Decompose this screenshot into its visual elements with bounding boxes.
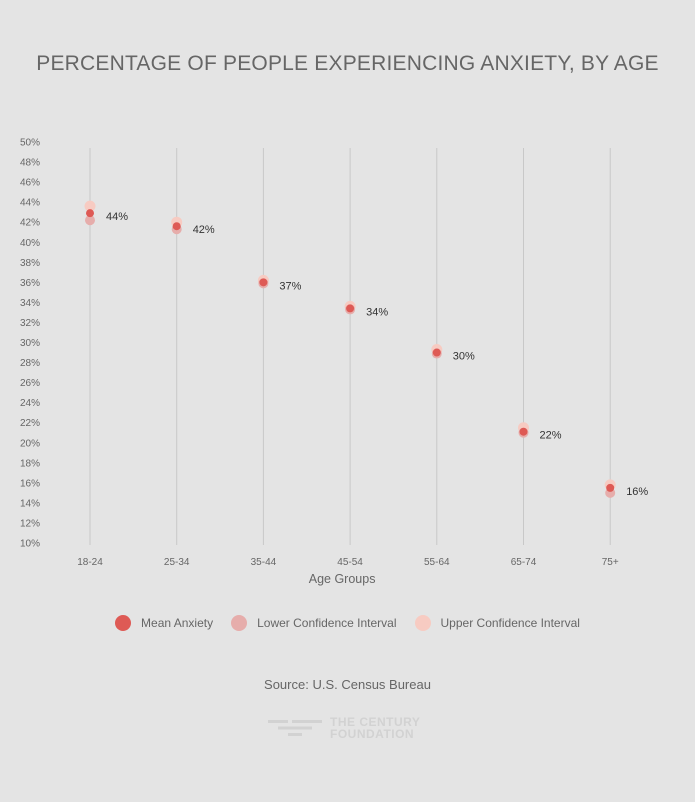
data-label: 37%: [279, 280, 301, 292]
y-tick-label: 10%: [20, 539, 40, 550]
chart-plot: 10% 12% 14% 16% 18% 20% 22% 24% 26% 28% 30% 32% 34% 3…: [20, 138, 648, 587]
x-tick-label: 75+: [602, 557, 619, 568]
y-tick-label: 48%: [20, 158, 40, 169]
y-tick-label: 40%: [20, 238, 40, 249]
legend-item: Lower Confidence Interval: [231, 615, 397, 631]
upper-ci-point: [84, 200, 96, 212]
x-tick-label: 25-34: [164, 557, 190, 568]
mean-point: [86, 209, 94, 218]
y-tick-label: 38%: [20, 258, 40, 269]
y-tick-label: 20%: [20, 438, 40, 449]
lower-ci-point: [85, 215, 95, 226]
y-tick-label: 24%: [20, 398, 40, 409]
y-tick-label: 50%: [20, 138, 40, 149]
y-tick-label: 12%: [20, 518, 40, 529]
data-label: 44%: [106, 211, 128, 223]
source-note: Source: U.S. Census Bureau: [264, 677, 431, 692]
mean-point: [432, 348, 441, 357]
data-label: 42%: [193, 224, 215, 236]
x-tick-label: 65-74: [511, 557, 537, 568]
y-tick-label: 44%: [20, 198, 40, 209]
y-tick-label: 18%: [20, 458, 40, 469]
y-tick-label: 28%: [20, 358, 40, 369]
data-label: 30%: [453, 351, 475, 363]
mean-point: [519, 427, 528, 436]
legend-item: Upper Confidence Interval: [414, 615, 580, 631]
y-tick-label: 14%: [20, 498, 40, 509]
data-label: 34%: [366, 306, 388, 318]
legend-label: Upper Confidence Interval: [440, 616, 580, 630]
x-axis-label: Age Groups: [309, 572, 376, 586]
chart-title: PERCENTAGE OF PEOPLE EXPERIENCING ANXIET…: [36, 52, 659, 75]
y-tick-label: 46%: [20, 178, 40, 189]
y-tick-label: 30%: [20, 338, 40, 349]
x-tick-label: 35-44: [251, 557, 277, 568]
y-tick-label: 22%: [20, 418, 40, 429]
mean-point: [606, 483, 615, 492]
data-label: 22%: [540, 430, 562, 442]
x-tick-label: 45-54: [337, 557, 363, 568]
logo-mark-icon: [268, 720, 322, 736]
legend-label: Lower Confidence Interval: [257, 616, 397, 630]
y-tick-label: 32%: [20, 318, 40, 329]
mean-point: [259, 278, 268, 287]
legend-swatch-icon: [231, 615, 248, 631]
data-label: 16%: [626, 486, 648, 498]
legend-label: Mean Anxiety: [141, 616, 214, 630]
y-tick-label: 26%: [20, 378, 40, 389]
y-tick-label: 36%: [20, 278, 40, 289]
legend-item: Mean Anxiety: [115, 615, 213, 631]
logo: THE CENTURY FOUNDATION: [268, 716, 420, 740]
legend-swatch-icon: [414, 615, 431, 631]
legend: Mean Anxiety Lower Confidence Interval Upp…: [0, 615, 695, 631]
y-tick-label: 42%: [20, 218, 40, 229]
logo-wordmark: THE CENTURY FOUNDATION: [330, 715, 421, 741]
legend-swatch-icon: [115, 615, 132, 631]
mean-point: [346, 304, 355, 313]
x-tick-label: 18-24: [77, 557, 103, 568]
y-tick-label: 34%: [20, 298, 40, 309]
mean-point: [172, 222, 181, 231]
x-tick-label: 55-64: [424, 557, 450, 568]
y-tick-label: 16%: [20, 478, 40, 489]
